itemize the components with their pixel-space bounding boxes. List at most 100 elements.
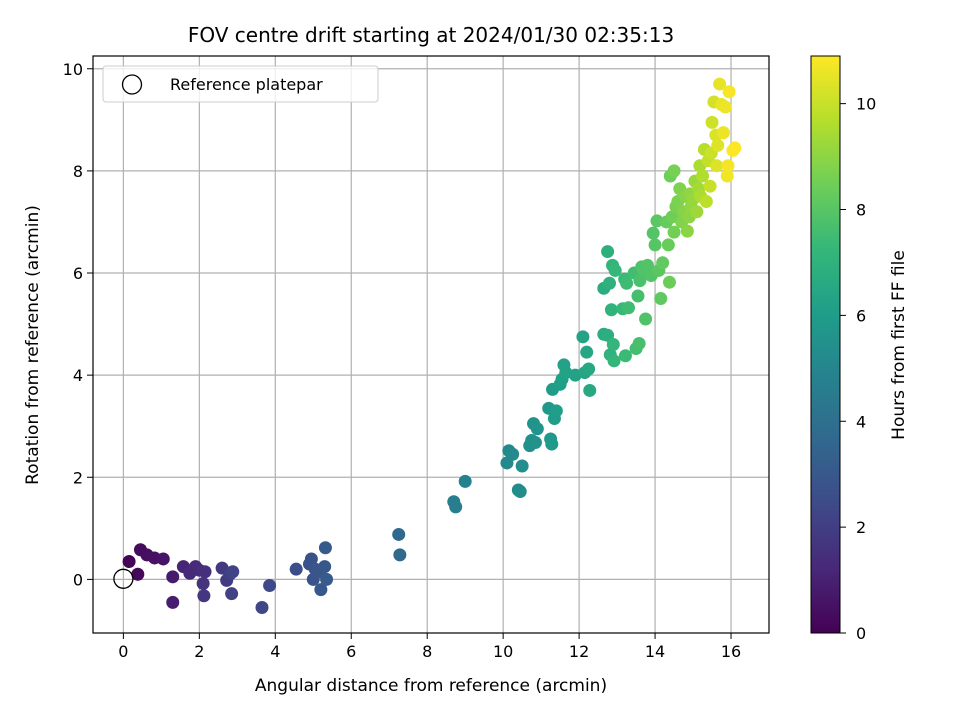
data-point [320,572,334,586]
data-point [392,527,406,541]
data-point [122,555,136,569]
data-point [289,562,303,576]
y-tick-label: 8 [73,162,83,181]
colorbar-tick-label: 8 [856,201,866,220]
data-point [255,600,269,614]
x-axis-label: Angular distance from reference (arcmin) [255,676,607,696]
colorbar-tick-label: 6 [856,306,866,325]
data-point [513,485,527,499]
data-point [314,583,328,597]
data-point [633,274,647,288]
data-point [225,587,239,601]
data-point [318,560,332,574]
data-point [166,570,180,584]
plot-frame [92,55,770,634]
data-points [122,77,742,614]
y-tick-label: 0 [73,570,83,589]
data-point [545,437,559,451]
data-point [263,579,277,593]
data-point [650,214,664,228]
data-point [716,126,730,140]
colorbar-tick-label: 4 [856,412,866,431]
data-point [197,589,211,603]
data-point [640,258,654,272]
x-axis-ticks: 0 2 4 6 8 10 12 14 16 [118,633,741,661]
data-point [304,552,318,566]
grid [93,56,769,633]
data-point [606,338,620,351]
data-point [654,292,668,306]
y-tick-label: 6 [73,264,83,283]
data-point [602,276,616,290]
data-point [318,541,332,555]
data-point [690,205,704,219]
x-tick-label: 2 [194,642,204,661]
data-point [582,362,596,376]
colorbar-tick-label: 10 [856,95,876,114]
data-point [722,85,736,99]
data-point [549,404,563,418]
x-tick-label: 0 [118,642,128,661]
data-point [648,238,662,252]
data-point [711,138,725,152]
y-axis-ticks: 0 2 4 6 8 10 [63,60,93,589]
chart-title: FOV centre drift starting at 2024/01/30 … [188,23,674,47]
data-point [680,224,694,238]
data-point [576,330,590,344]
data-point [604,303,618,317]
data-point [718,100,732,114]
data-point [198,565,212,579]
data-point [226,565,240,579]
x-tick-label: 4 [270,642,280,661]
data-point [621,301,635,315]
data-point [705,115,719,129]
data-point [515,459,529,473]
data-point [601,245,615,259]
data-point [632,336,646,350]
data-point [667,164,681,178]
data-point [631,289,645,303]
data-point [728,141,742,155]
data-point [580,345,594,359]
data-point [639,312,653,326]
x-tick-label: 12 [569,642,589,661]
y-tick-label: 4 [73,366,83,385]
data-point [506,447,520,461]
data-point [665,210,679,224]
colorbar: 0 2 4 6 8 10 Hours from first FF file [810,55,909,643]
legend: Reference platepar [102,65,379,103]
legend-box [102,65,379,103]
data-point [583,383,597,397]
data-point [156,552,170,566]
data-point [699,195,713,209]
data-point [721,159,735,173]
x-tick-label: 8 [422,642,432,661]
colorbar-tick-label: 2 [856,518,866,537]
colorbar-ticks: 0 2 4 6 8 10 [840,95,876,643]
data-point [607,354,621,368]
colorbar-tick-label: 0 [856,624,866,643]
data-point [713,77,727,91]
x-tick-label: 14 [645,642,665,661]
data-point [449,500,463,514]
data-point [662,275,676,289]
data-point [393,548,407,562]
colorbar-gradient [810,55,841,634]
data-point [608,263,622,277]
colorbar-label: Hours from first FF file [889,250,909,440]
data-point [667,225,681,239]
data-point [458,474,472,488]
data-point [528,436,542,450]
y-tick-label: 10 [63,60,83,79]
data-point [166,595,180,609]
data-point [646,226,660,240]
data-point [196,576,210,590]
x-tick-label: 10 [493,642,513,661]
data-point [530,422,544,436]
data-point [618,349,632,363]
legend-marker-icon [121,74,143,95]
x-tick-label: 16 [721,642,741,661]
data-point [720,169,734,183]
reference-point-marker [113,568,134,589]
